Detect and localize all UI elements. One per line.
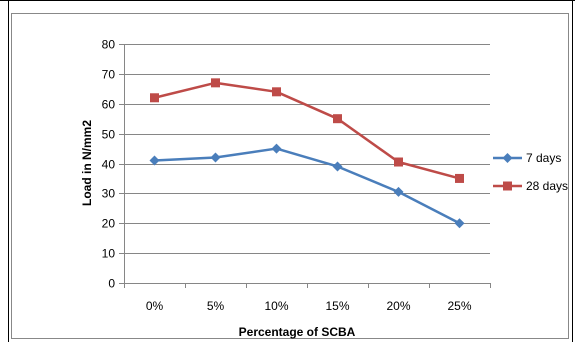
- y-tick-label: 60: [102, 98, 116, 112]
- legend: 7 days 28 days: [493, 151, 568, 193]
- series-line: [154, 81, 460, 180]
- data-point: [149, 155, 160, 166]
- data-point: [393, 186, 404, 197]
- gridlines: [119, 44, 491, 288]
- data-point: [332, 161, 343, 172]
- data-point: [211, 78, 220, 88]
- y-tick-label: 70: [102, 68, 116, 82]
- x-tick-label: 10%: [264, 299, 288, 313]
- y-axis-title: Load in N/mm2: [80, 120, 94, 206]
- y-tick-label: 40: [102, 158, 116, 172]
- series-2: [150, 78, 464, 183]
- legend-label: 28 days: [526, 179, 568, 193]
- x-tick-label: 15%: [325, 299, 349, 313]
- y-tick-labels: 0 10 20 30 40 50 60 70 80: [102, 38, 116, 291]
- data-point: [271, 143, 282, 154]
- series-1: [149, 143, 465, 229]
- series-group: [149, 78, 465, 229]
- x-axis-title: Percentage of SCBA: [239, 325, 356, 339]
- data-point: [333, 114, 342, 124]
- data-point: [210, 152, 221, 163]
- data-point: [454, 218, 465, 229]
- data-point: [272, 87, 281, 97]
- y-tick-label: 30: [102, 187, 116, 201]
- legend-label: 7 days: [526, 151, 561, 165]
- y-tick-label: 80: [102, 38, 116, 52]
- x-tick-label: 5%: [207, 299, 225, 313]
- data-point: [394, 157, 403, 167]
- data-point: [150, 93, 159, 103]
- legend-entry-1: 7 days: [493, 151, 561, 165]
- y-tick-label: 50: [102, 128, 116, 142]
- x-tick-label: 20%: [386, 299, 410, 313]
- y-tick-label: 20: [102, 217, 116, 231]
- legend-swatch-marker: [502, 153, 513, 163]
- y-tick-label: 0: [108, 277, 115, 291]
- legend-entry-2: 28 days: [493, 179, 568, 193]
- legend-swatch-marker: [503, 181, 512, 191]
- series-line: [154, 147, 461, 225]
- chart-area-border: [11, 13, 569, 339]
- x-tick-label: 25%: [447, 299, 471, 313]
- y-tick-label: 10: [102, 247, 116, 261]
- x-tick-label: 0%: [146, 299, 164, 313]
- x-tick-labels: 0% 5% 10% 15% 20% 25%: [146, 299, 472, 313]
- data-point: [455, 173, 464, 183]
